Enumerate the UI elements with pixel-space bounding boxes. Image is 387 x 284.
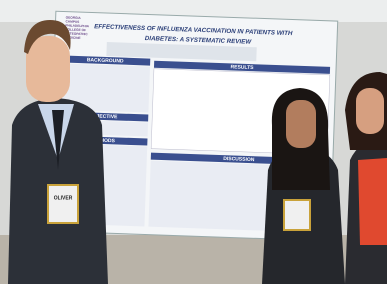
- section-title: RESULTS: [230, 64, 254, 71]
- badge-name: OLIVER: [54, 195, 73, 201]
- photo: EFFECTIVENESS OF INFLUENZA VACCINATION I…: [0, 0, 387, 284]
- section-title: DISCUSSION: [223, 156, 255, 163]
- face: [286, 100, 316, 148]
- person-right: [345, 72, 387, 284]
- shirt: [358, 158, 387, 245]
- badge: [284, 200, 310, 230]
- badge: [48, 185, 78, 223]
- face: [26, 36, 70, 102]
- face: [356, 88, 384, 134]
